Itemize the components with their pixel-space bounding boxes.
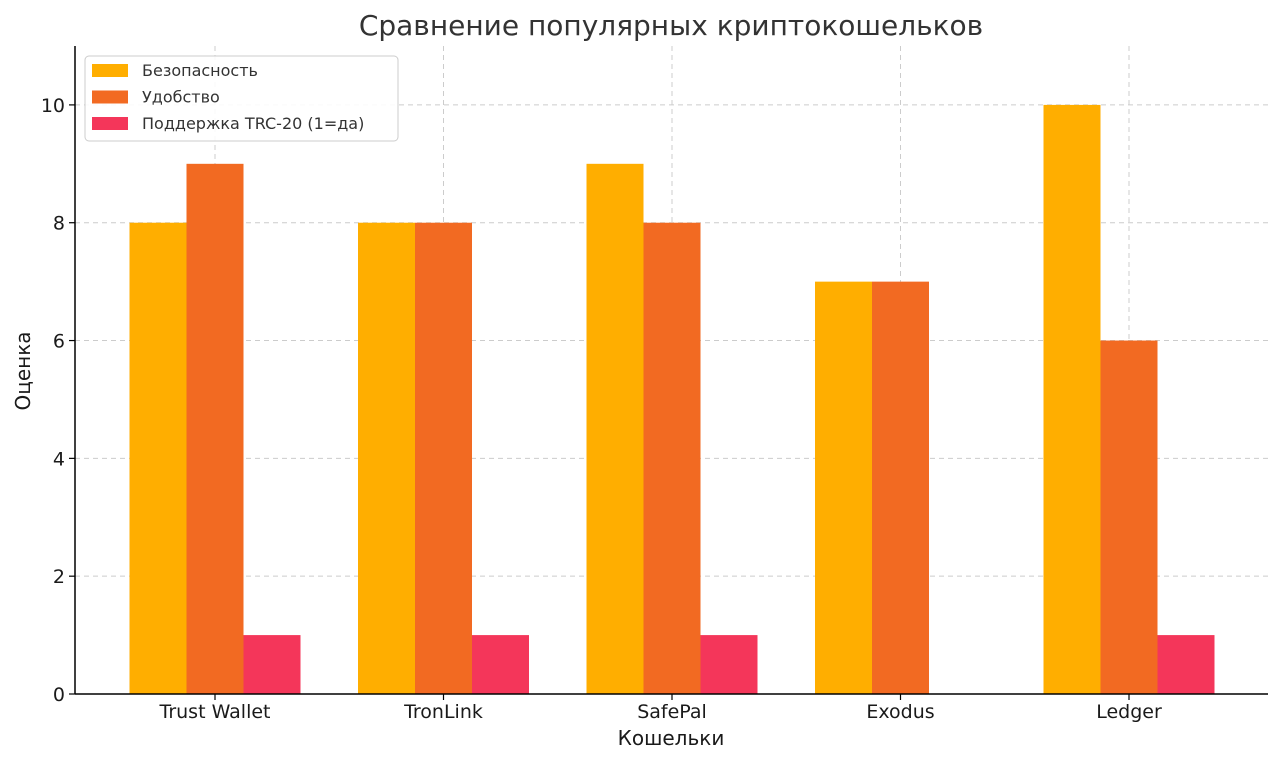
bar-3-safepal [700,635,758,694]
x-tick-label: Trust Wallet [159,701,271,723]
bar-2-safepal [643,222,701,694]
bar-2-trust-wallet [186,163,244,694]
y-tick-label: 0 [53,684,65,706]
bar-2-ledger [1100,340,1158,694]
y-tick-label: 6 [53,331,65,353]
bar-2-tronlink [415,222,472,694]
bars-layer [129,104,1215,695]
legend: Безопасность Удобство Поддержка TRC-20 (1=… [84,55,399,142]
bar-3-tronlink [472,635,529,694]
bar-1-exodus [815,281,872,694]
x-tick-label: SafePal [637,701,707,723]
x-axis-title: Кошельки [618,726,725,750]
y-tick-label: 2 [53,566,65,588]
legend-swatch [92,90,128,104]
x-tick-label: TronLink [403,701,483,723]
bar-1-trust-wallet [129,222,187,694]
legend-label: Поддержка TRC-20 (1=да) [142,114,364,133]
ticks-layer: 0 2 4 6 8 10 Trust Wallet TronLink SafePal Exodus… [41,95,1162,723]
x-tick-label: Exodus [866,701,934,723]
x-tick-label: Ledger [1096,701,1162,723]
bar-3-ledger [1157,635,1215,694]
bar-3-trust-wallet [243,635,301,694]
y-tick-label: 4 [53,448,65,470]
legend-label: Безопасность [142,61,258,80]
bar-1-ledger [1043,104,1101,695]
legend-box [84,55,399,142]
bar-1-safepal [586,163,644,694]
y-tick-label: 8 [53,213,65,235]
bar-1-tronlink [358,222,415,694]
y-axis-title: Оценка [11,331,35,410]
y-tick-label: 10 [41,95,65,117]
bar-2-exodus [872,281,929,694]
legend-label: Удобство [142,88,220,107]
chart-title: Сравнение популярных криптокошельков [359,9,983,42]
legend-swatch [92,117,128,130]
legend-swatch [92,64,128,77]
